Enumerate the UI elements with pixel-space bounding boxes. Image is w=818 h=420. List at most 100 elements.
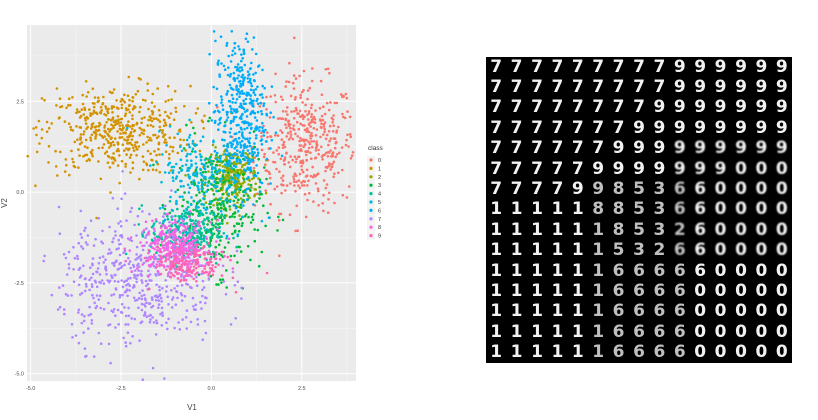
data-point-class-7 — [151, 304, 155, 308]
data-point-class-6 — [265, 112, 268, 116]
data-point-class-1 — [97, 128, 101, 132]
data-point-class-8 — [165, 248, 168, 251]
data-point-class-6 — [265, 140, 268, 143]
data-point-class-8 — [164, 212, 168, 216]
data-point-class-6 — [231, 156, 235, 160]
data-point-class-1 — [184, 149, 187, 152]
digit-cell: 0 — [694, 281, 707, 302]
data-point-class-4 — [168, 200, 172, 203]
data-point-class-7 — [138, 254, 142, 258]
digit-cell: 1 — [592, 301, 605, 322]
data-point-class-4 — [232, 236, 235, 240]
data-point-class-0 — [328, 163, 332, 166]
data-point-class-0 — [312, 200, 315, 203]
data-point-class-8 — [182, 233, 186, 237]
data-point-class-7 — [57, 205, 61, 209]
data-point-class-6 — [241, 201, 244, 204]
y-tick-label: 0.0 — [16, 190, 24, 196]
data-point-class-0 — [264, 189, 268, 192]
data-point-class-3 — [223, 121, 227, 124]
data-point-class-7 — [129, 341, 132, 345]
data-point-class-4 — [203, 218, 206, 222]
digit-cell: 8 — [592, 199, 605, 220]
data-point-class-8 — [178, 223, 182, 227]
data-point-class-1 — [146, 89, 150, 92]
data-point-class-1 — [79, 114, 83, 118]
data-point-class-1 — [75, 108, 79, 111]
data-point-class-9 — [207, 251, 210, 255]
data-point-class-5 — [251, 150, 254, 154]
data-point-class-0 — [310, 115, 313, 119]
data-point-class-8 — [171, 222, 174, 225]
data-point-class-1 — [112, 88, 116, 91]
data-point-class-7 — [80, 245, 83, 248]
data-point-class-5 — [189, 152, 192, 156]
digit-cell: 7 — [653, 57, 666, 77]
digit-cell: 6 — [673, 199, 686, 220]
data-point-class-7 — [120, 264, 124, 268]
data-point-class-6 — [250, 101, 254, 105]
data-point-class-1 — [170, 98, 173, 101]
data-point-class-1 — [150, 119, 154, 123]
data-point-class-7 — [128, 260, 132, 263]
digit-cell: 9 — [653, 138, 666, 159]
data-point-class-0 — [332, 124, 336, 127]
data-point-class-1 — [164, 100, 167, 103]
data-point-class-8 — [128, 249, 132, 252]
data-point-class-0 — [305, 153, 308, 157]
data-point-class-1 — [131, 161, 135, 164]
data-point-class-1 — [67, 97, 71, 100]
data-point-class-7 — [135, 245, 139, 249]
digit-cell: 1 — [510, 342, 523, 363]
data-point-class-6 — [258, 129, 261, 132]
data-point-class-6 — [260, 93, 264, 96]
data-point-class-0 — [278, 170, 281, 173]
data-point-class-7 — [67, 266, 71, 270]
data-point-class-1 — [97, 160, 100, 163]
data-point-class-9 — [159, 250, 162, 253]
digit-cell: 6 — [653, 342, 666, 363]
data-point-class-3 — [233, 215, 236, 219]
data-point-class-6 — [240, 104, 243, 108]
data-point-class-7 — [137, 306, 140, 310]
data-point-class-0 — [276, 134, 280, 137]
digit-cell: 7 — [531, 138, 543, 159]
data-point-class-8 — [163, 249, 166, 252]
data-point-class-6 — [243, 110, 247, 113]
data-point-class-6 — [240, 75, 243, 79]
data-point-class-8 — [156, 269, 160, 273]
data-point-class-4 — [189, 218, 192, 221]
data-point-class-6 — [235, 98, 239, 101]
data-point-class-9 — [203, 264, 207, 268]
data-point-class-9 — [168, 253, 172, 257]
data-point-class-8 — [150, 263, 154, 266]
data-point-class-7 — [166, 274, 170, 278]
data-point-class-7 — [108, 225, 111, 229]
data-point-class-4 — [192, 200, 196, 203]
digit-cell: 7 — [510, 179, 523, 200]
digit-cell: 9 — [633, 138, 645, 159]
data-point-class-0 — [297, 112, 300, 115]
digit-cell: 9 — [694, 57, 707, 77]
data-point-class-7 — [177, 321, 180, 324]
data-point-class-6 — [261, 129, 265, 132]
digit-cell: 0 — [694, 342, 707, 363]
data-point-class-0 — [284, 189, 287, 192]
data-point-class-6 — [261, 121, 264, 125]
data-point-class-7 — [160, 306, 164, 310]
data-point-class-1 — [164, 121, 167, 125]
digit-cell: 0 — [755, 179, 768, 200]
data-point-class-0 — [322, 193, 325, 197]
data-point-class-6 — [215, 103, 218, 107]
data-point-class-0 — [275, 185, 279, 188]
data-point-class-7 — [106, 279, 109, 282]
data-point-class-6 — [248, 152, 251, 155]
data-point-class-7 — [99, 306, 102, 310]
data-point-class-6 — [256, 110, 260, 114]
data-point-class-7 — [224, 292, 228, 296]
data-point-class-0 — [287, 138, 291, 141]
data-point-class-7 — [123, 192, 127, 195]
data-point-class-1 — [194, 111, 198, 115]
digit-cell: 7 — [612, 97, 625, 118]
data-point-class-7 — [136, 273, 139, 277]
